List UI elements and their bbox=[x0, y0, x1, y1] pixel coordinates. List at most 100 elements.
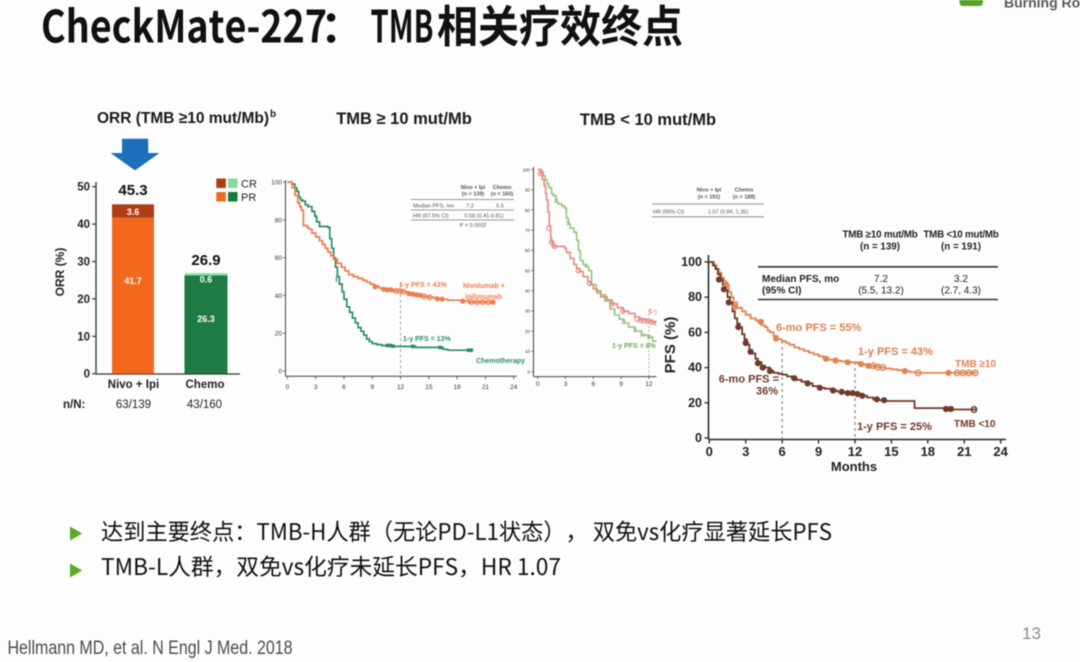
svg-text:0: 0 bbox=[286, 384, 290, 391]
svg-text:6: 6 bbox=[779, 444, 786, 459]
svg-text:0: 0 bbox=[706, 444, 713, 459]
svg-text:6-mo PFS =: 6-mo PFS = bbox=[719, 374, 779, 386]
svg-text:b: b bbox=[270, 109, 276, 120]
svg-text:TMB ≥10 mut/Mb: TMB ≥10 mut/Mb bbox=[843, 230, 918, 241]
svg-text:60: 60 bbox=[688, 325, 702, 339]
svg-text:60: 60 bbox=[525, 248, 531, 253]
svg-text:6-mo PFS = 55%: 6-mo PFS = 55% bbox=[776, 322, 862, 334]
svg-text:0: 0 bbox=[695, 431, 702, 445]
svg-text:HR (97.5% CI): HR (97.5% CI) bbox=[413, 214, 449, 220]
svg-text:HR (95% CI): HR (95% CI) bbox=[653, 210, 684, 216]
svg-text:ORR (%): ORR (%) bbox=[53, 248, 67, 297]
svg-text:1-y PFS = 13%: 1-y PFS = 13% bbox=[403, 336, 451, 343]
svg-text:3: 3 bbox=[564, 381, 568, 388]
svg-text:PFS (%): PFS (%) bbox=[662, 317, 679, 374]
svg-text:80: 80 bbox=[688, 290, 702, 304]
svg-text:100: 100 bbox=[271, 180, 282, 187]
svg-text:10: 10 bbox=[525, 349, 531, 354]
svg-text:20: 20 bbox=[688, 396, 702, 410]
svg-text:Nivolumab +: Nivolumab + bbox=[463, 283, 505, 290]
svg-text:21: 21 bbox=[957, 444, 971, 459]
svg-text:9: 9 bbox=[619, 381, 623, 388]
svg-text:0: 0 bbox=[527, 369, 530, 374]
svg-text:40: 40 bbox=[525, 289, 531, 294]
svg-text:1-y PFS = 43%: 1-y PFS = 43% bbox=[858, 346, 933, 358]
svg-text:n/N:: n/N: bbox=[63, 399, 85, 411]
svg-text:80: 80 bbox=[275, 217, 283, 224]
svg-text:Nivo + Ipi: Nivo + Ipi bbox=[108, 379, 159, 391]
svg-text:0: 0 bbox=[278, 369, 282, 376]
svg-text:CR: CR bbox=[241, 179, 257, 191]
svg-text:(n = 139): (n = 139) bbox=[462, 192, 485, 198]
svg-text:0: 0 bbox=[536, 381, 540, 388]
svg-text:18: 18 bbox=[454, 384, 462, 391]
svg-text:45.3: 45.3 bbox=[118, 182, 147, 199]
svg-text:(n = 160): (n = 160) bbox=[491, 192, 514, 198]
svg-text:TMB ≥ 10 mut/Mb: TMB ≥ 10 mut/Mb bbox=[336, 110, 472, 128]
svg-text:3.6: 3.6 bbox=[127, 207, 140, 217]
svg-text:21: 21 bbox=[482, 384, 490, 391]
svg-text:0.6: 0.6 bbox=[200, 275, 213, 285]
svg-text:12: 12 bbox=[848, 444, 862, 459]
svg-text:9: 9 bbox=[815, 444, 822, 459]
svg-text:20: 20 bbox=[525, 329, 531, 334]
svg-text:1-y PFS = 43%: 1-y PFS = 43% bbox=[399, 282, 447, 289]
svg-text:0: 0 bbox=[84, 369, 90, 381]
svg-text:Hellmann MD, et al. N Engl J M: Hellmann MD, et al. N Engl J Med. 2018 bbox=[8, 638, 293, 659]
svg-text:Burning Rock Dx: Burning Rock Dx bbox=[1004, 0, 1080, 11]
svg-text:36%: 36% bbox=[756, 386, 778, 398]
svg-text:100: 100 bbox=[681, 255, 702, 269]
svg-text:ipilimumab: ipilimumab bbox=[465, 294, 502, 301]
svg-text:3: 3 bbox=[742, 444, 749, 459]
svg-text:40: 40 bbox=[688, 361, 702, 375]
svg-text:(95% CI): (95% CI) bbox=[762, 286, 801, 297]
svg-text:12: 12 bbox=[397, 384, 405, 391]
svg-text:(n = 191): (n = 191) bbox=[941, 242, 981, 253]
svg-text:3: 3 bbox=[314, 384, 318, 391]
svg-text:Median PFS, mo: Median PFS, mo bbox=[413, 204, 454, 210]
svg-text:18: 18 bbox=[921, 444, 935, 459]
svg-text:TMB <10 mut/Mb: TMB <10 mut/Mb bbox=[923, 230, 999, 241]
svg-text:5.5: 5.5 bbox=[496, 204, 504, 210]
svg-text:13: 13 bbox=[1022, 624, 1041, 643]
svg-text:(n = 188): (n = 188) bbox=[733, 195, 756, 201]
svg-text:Median PFS, mo: Median PFS, mo bbox=[762, 274, 839, 285]
svg-text:40: 40 bbox=[77, 219, 90, 231]
svg-text:30: 30 bbox=[77, 257, 90, 269]
svg-text:50: 50 bbox=[77, 182, 90, 194]
svg-text:1.07 (0.84, 1.35): 1.07 (0.84, 1.35) bbox=[708, 210, 749, 216]
svg-text:Chemo: Chemo bbox=[186, 379, 225, 391]
svg-text:TMB ≥10: TMB ≥10 bbox=[955, 359, 996, 370]
svg-text:7.2: 7.2 bbox=[874, 274, 888, 285]
svg-text:43/160: 43/160 bbox=[187, 399, 222, 411]
svg-text:(n = 191): (n = 191) bbox=[698, 195, 721, 201]
svg-text:20: 20 bbox=[77, 294, 90, 306]
svg-text:26.3: 26.3 bbox=[197, 314, 215, 324]
svg-text:70: 70 bbox=[525, 228, 531, 233]
svg-text:Nivo + Ipi: Nivo + Ipi bbox=[697, 188, 722, 194]
svg-text:30: 30 bbox=[525, 309, 531, 314]
svg-text:60: 60 bbox=[275, 255, 283, 262]
svg-text:PR: PR bbox=[241, 192, 256, 204]
svg-text:1-y PFS = 25%: 1-y PFS = 25% bbox=[857, 421, 932, 433]
svg-text:24: 24 bbox=[993, 444, 1008, 459]
svg-text:.: . bbox=[653, 219, 655, 225]
svg-text:26.9: 26.9 bbox=[191, 252, 220, 269]
svg-text:(n = 139): (n = 139) bbox=[860, 242, 900, 253]
svg-text:TMB < 10 mut/Mb: TMB < 10 mut/Mb bbox=[580, 111, 716, 129]
svg-text:Months: Months bbox=[831, 459, 877, 474]
svg-text:3.2: 3.2 bbox=[954, 274, 968, 285]
svg-text:Chemo: Chemo bbox=[493, 185, 512, 191]
svg-text:63/139: 63/139 bbox=[116, 399, 151, 411]
svg-text:7.2: 7.2 bbox=[466, 204, 474, 210]
svg-text:Nivo + Ipi: Nivo + Ipi bbox=[461, 185, 486, 191]
svg-text:24: 24 bbox=[510, 384, 518, 391]
svg-text:1-y PFS = 8%: 1-y PFS = 8% bbox=[612, 343, 657, 350]
svg-text:12: 12 bbox=[645, 381, 653, 388]
svg-text:TMB <10: TMB <10 bbox=[954, 419, 996, 430]
svg-text:20: 20 bbox=[275, 331, 283, 338]
svg-text:P = 0.0002: P = 0.0002 bbox=[460, 223, 487, 229]
svg-text:0.58 (0.41-0.81): 0.58 (0.41-0.81) bbox=[464, 214, 503, 220]
svg-text:6: 6 bbox=[592, 381, 596, 388]
svg-text:6: 6 bbox=[342, 384, 346, 391]
